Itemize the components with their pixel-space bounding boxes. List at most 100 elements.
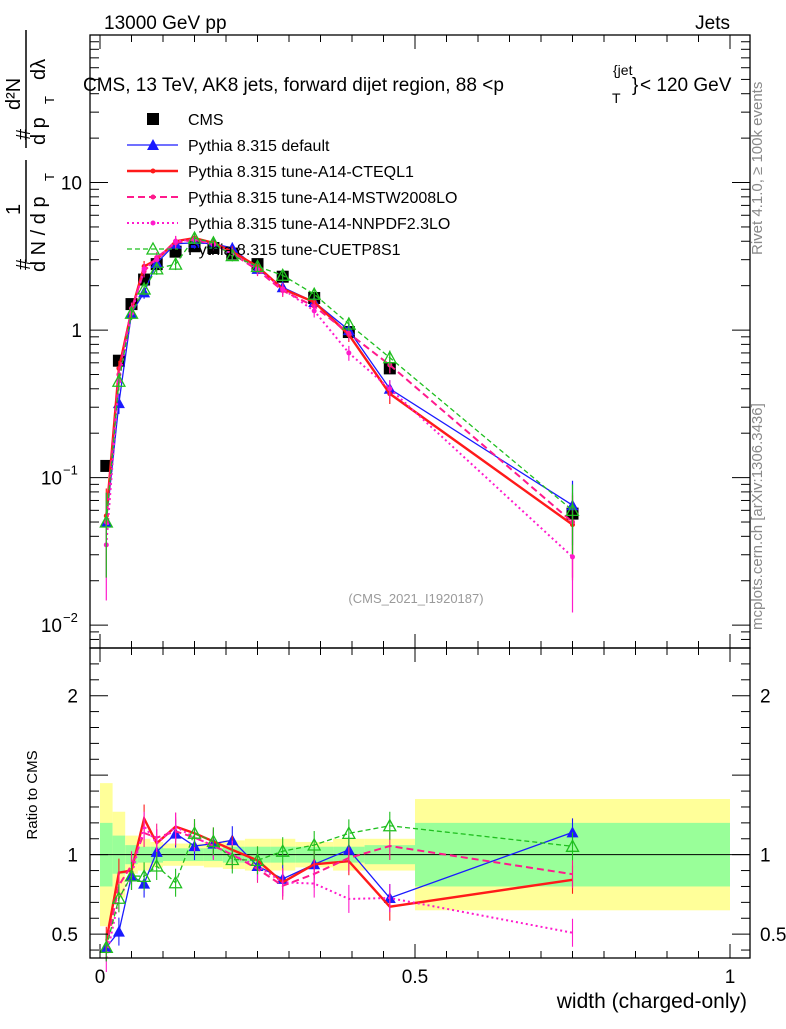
- mcplots-label: mcplots.cern.ch [arXiv:1306.3436]: [749, 403, 766, 630]
- rivet-label: Rivet 4.1.0, ≥ 100k events: [749, 82, 766, 255]
- cuetp8s1-point: [275, 267, 290, 281]
- series-point: [150, 220, 156, 226]
- ratio-y-tick-label: 2: [67, 687, 78, 708]
- legend-label: CMS: [188, 112, 224, 129]
- series-point: [141, 266, 147, 272]
- plot-title: CMS, 13 TeV, AK8 jets, forward dijet reg…: [83, 62, 732, 106]
- legend-label: Pythia 8.315 tune-CUETP8S1: [188, 242, 401, 259]
- ratio-y-tick-label-right: 1: [760, 846, 771, 867]
- y-tick-label: 10: [61, 174, 82, 195]
- cuetp8s1-point: [341, 826, 356, 840]
- cuetp8s1-point: [137, 868, 152, 882]
- plot-title-end: < 120 GeV: [640, 75, 732, 96]
- cuetp8s1-point: [275, 843, 290, 857]
- ratio-y-label: Ratio to CMS: [24, 750, 41, 839]
- cuetp8s1-point: [124, 305, 139, 319]
- series-point: [280, 286, 286, 292]
- series-point: [154, 257, 160, 263]
- x-axis-label: width (charged-only): [556, 990, 747, 1013]
- cuetp8s1-point: [206, 235, 221, 249]
- ratio-y-tick-label-right: 0.5: [760, 925, 786, 946]
- x-tick-label: 1: [725, 967, 736, 988]
- analysis-label: (CMS_2021_I1920187): [348, 591, 483, 606]
- cuetp8s1-point: [565, 502, 580, 516]
- series-5: [99, 230, 580, 578]
- legend-item: Pythia 8.315 tune-A14-MSTW2008LO: [127, 190, 457, 207]
- cuetp8s1-point: [149, 858, 164, 872]
- ylabel-dpt: d p: [28, 117, 50, 145]
- legend: CMS Pythia 8.315 default Pythia 8.315 tune…: [127, 112, 457, 259]
- cuetp8s1-point: [111, 890, 126, 904]
- cuetp8s1-point: [250, 259, 265, 273]
- legend-label: Pythia 8.315 tune-A14-NNPDF2.3LO: [188, 216, 450, 233]
- default-point: [566, 826, 579, 838]
- y-tick-label: 10: [41, 616, 62, 637]
- cuetp8s1-point: [168, 256, 183, 270]
- cuetp8s1-point: [187, 825, 202, 839]
- cuetp8s1-point: [307, 286, 322, 300]
- series-point: [346, 330, 352, 336]
- series-point: [570, 554, 575, 560]
- cuetp8s1-point: [341, 316, 356, 330]
- ylabel-dlambda: dλ: [28, 59, 50, 80]
- ylabel-t-sub: T: [42, 173, 57, 181]
- legend-item: Pythia 8.315 tune-A14-NNPDF2.3LO: [127, 216, 450, 233]
- y-tick-label: 1: [71, 321, 82, 342]
- cuetp8s1-point: [565, 838, 580, 852]
- series-point: [387, 386, 393, 392]
- legend-label: Pythia 8.315 tune-A14-MSTW2008LO: [188, 190, 457, 207]
- series-point: [173, 238, 179, 244]
- ratio-y-tick-label: 1: [67, 846, 78, 867]
- cuetp8s1-point: [99, 940, 114, 954]
- ylabel-one: 1: [3, 204, 25, 215]
- ylabel-dn: d N / d p: [28, 196, 50, 272]
- ylabel-hash2: #: [13, 128, 35, 140]
- series-point: [311, 308, 317, 314]
- series-point: [150, 168, 156, 174]
- cuetp8s1-point: [382, 350, 397, 364]
- ylabel-t-sub2: T: [42, 96, 57, 104]
- series-point: [346, 350, 352, 356]
- y-axis-label: # 1 d N / d p T # d²N d p T dλ: [3, 30, 57, 272]
- plot-title-main: CMS, 13 TeV, AK8 jets, forward dijet reg…: [83, 75, 504, 96]
- ylabel-hash: #: [13, 258, 35, 270]
- legend-label: Pythia 8.315 default: [188, 138, 330, 155]
- legend-item: CMS: [147, 112, 224, 129]
- legend-item: Pythia 8.315 tune-A14-CTEQL1: [127, 164, 414, 181]
- cuetp8s1-point: [382, 818, 397, 832]
- legend-label: Pythia 8.315 tune-A14-CTEQL1: [188, 164, 414, 181]
- default-point: [147, 139, 159, 150]
- ratio-series-5: [99, 811, 580, 962]
- cuetp8s1-point: [307, 837, 322, 851]
- ratio-y-tick-label: 0.5: [52, 925, 78, 946]
- y-tick-label-exponent: −2: [63, 610, 78, 625]
- header-left: 13000 GeV pp: [104, 13, 227, 34]
- cuetp8s1-point: [187, 230, 202, 244]
- plot-title-sup: {jet: [613, 62, 633, 78]
- cuetp8s1-point: [250, 852, 265, 866]
- cuetp8s1-point: [99, 514, 114, 528]
- y-tick-label-exponent: −1: [63, 463, 78, 478]
- default-point: [112, 925, 125, 937]
- plot-title-brace: }: [632, 75, 638, 96]
- legend-item: Pythia 8.315 default: [127, 138, 330, 155]
- legend-item: Pythia 8.315 tune-CUETP8S1: [127, 241, 401, 259]
- ratio-frame: [89, 647, 751, 959]
- y-tick-label: 10: [41, 469, 62, 490]
- ratio-y-tick-label-right: 2: [760, 687, 771, 708]
- x-tick-label: 0: [95, 967, 106, 988]
- cuetp8s1-point: [225, 852, 240, 866]
- ratio-series-line: [105, 830, 573, 948]
- cuetp8s1-point: [145, 241, 161, 255]
- ylabel-d2n: d²N: [3, 78, 25, 110]
- cuetp8s1-point: [124, 868, 139, 882]
- cuetp8s1-point: [137, 281, 152, 295]
- cuetp8s1-point: [149, 261, 164, 275]
- cuetp8s1-point: [168, 875, 183, 889]
- cuetp8s1-point: [225, 248, 240, 262]
- plot-title-sub: T: [612, 90, 621, 106]
- cuetp8s1-point: [206, 834, 221, 848]
- cuetp8s1-point: [111, 373, 126, 387]
- series-point: [150, 194, 156, 200]
